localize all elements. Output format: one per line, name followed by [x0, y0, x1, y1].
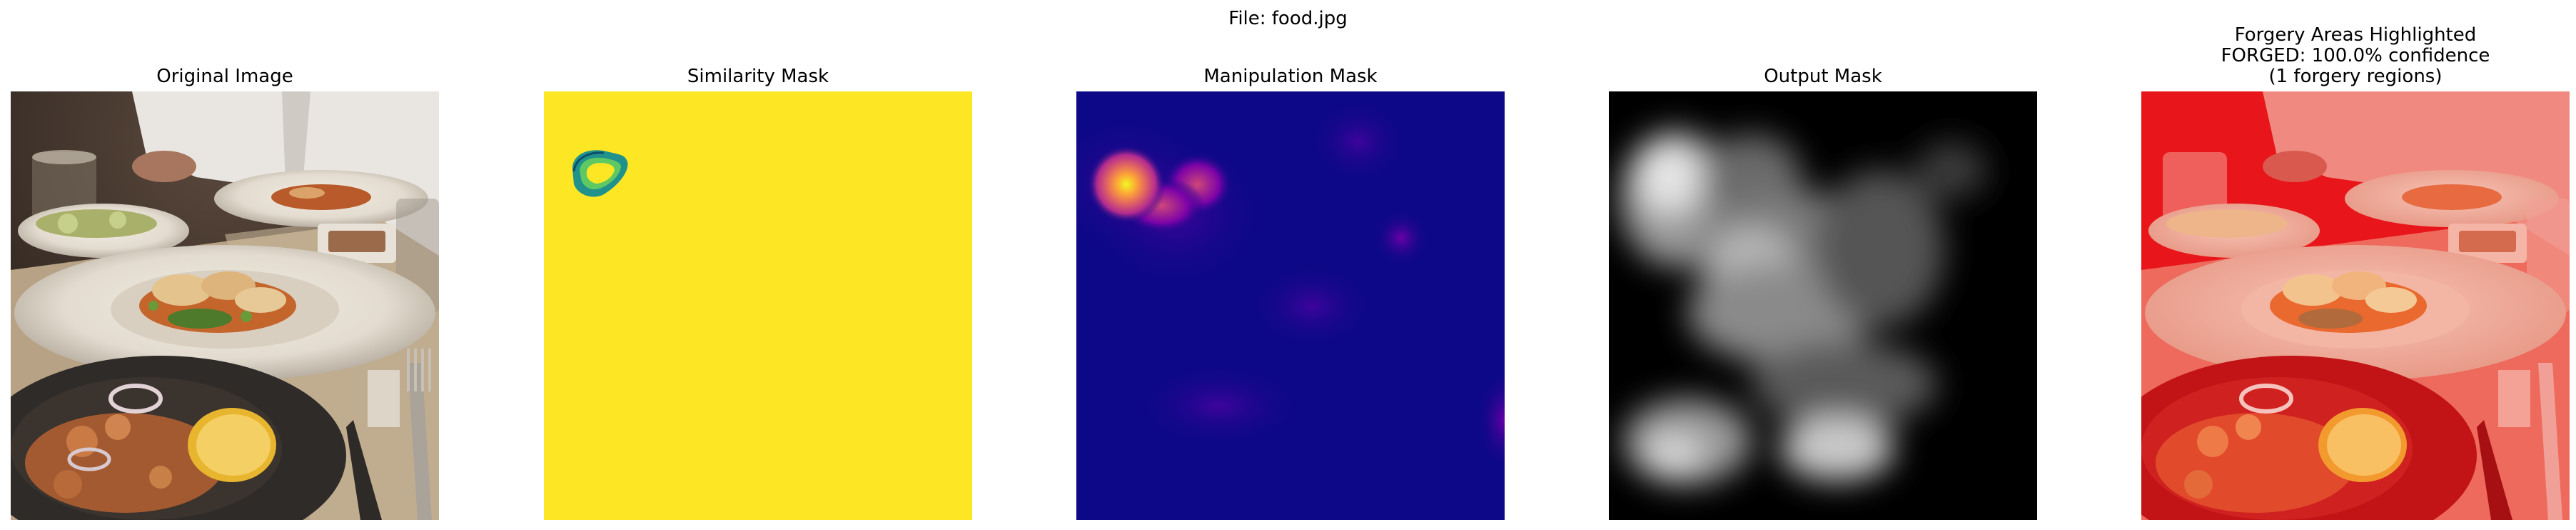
figure-title: File: food.jpg — [1228, 8, 1348, 29]
panel-title-manipulation: Manipulation Mask — [1203, 66, 1378, 87]
panel-manipulation-mask: Manipulation Mask — [1076, 0, 1505, 530]
similarity-mask-image — [544, 91, 972, 520]
panel-similarity-mask: Similarity Mask — [544, 0, 972, 530]
panel-title-forgery: Forgery Areas Highlighted FORGED: 100.0%… — [2221, 24, 2490, 87]
forgery-highlight-image — [2141, 91, 2570, 520]
original-image — [11, 91, 439, 520]
manipulation-mask-image — [1076, 91, 1505, 520]
output-mask-image — [1609, 91, 2037, 520]
panel-forgery-highlight: Forgery Areas Highlighted FORGED: 100.0%… — [2141, 0, 2570, 530]
panel-original-image: Original Image — [11, 0, 439, 530]
panel-title-similarity: Similarity Mask — [687, 66, 829, 87]
panel-output-mask: Output Mask — [1609, 0, 2037, 530]
panel-title-output: Output Mask — [1764, 66, 1882, 87]
panel-title-original: Original Image — [156, 66, 293, 87]
